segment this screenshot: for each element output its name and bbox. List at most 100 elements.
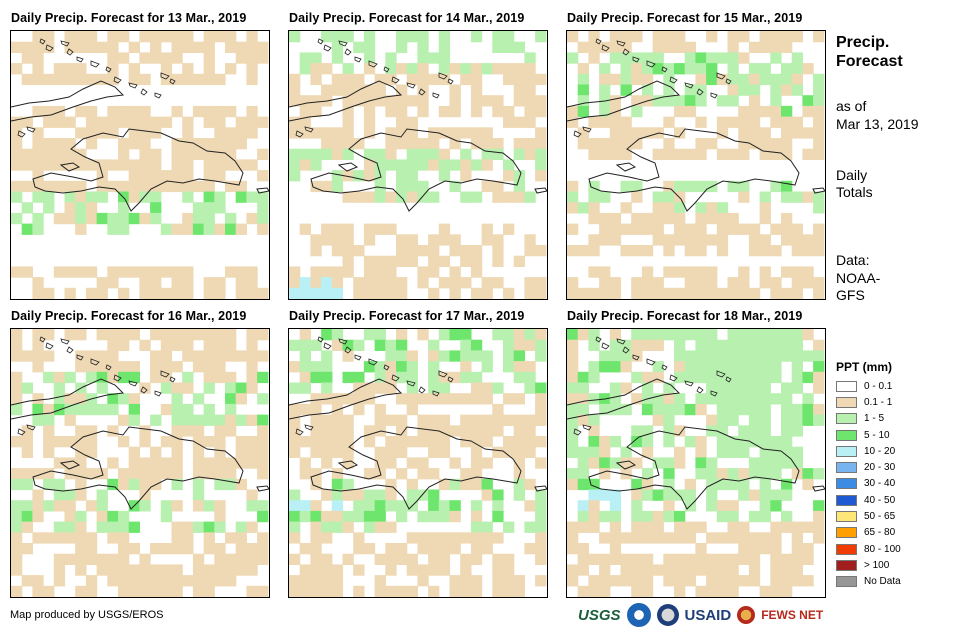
precip-cell bbox=[331, 223, 344, 235]
precip-cell bbox=[96, 191, 108, 203]
precip-cell bbox=[748, 425, 761, 437]
precip-cell bbox=[770, 575, 782, 587]
precip-cell bbox=[620, 41, 632, 53]
precip-cell bbox=[599, 350, 611, 362]
island-outline bbox=[669, 76, 678, 84]
precip-cell bbox=[342, 371, 354, 384]
precip-cell bbox=[567, 575, 579, 587]
precip-cell bbox=[342, 510, 354, 523]
precip-cell bbox=[192, 425, 205, 437]
precip-cell bbox=[107, 180, 119, 193]
precip-cell bbox=[385, 148, 397, 160]
legend-label: 5 - 10 bbox=[864, 429, 890, 441]
precip-cell bbox=[85, 116, 98, 128]
precip-cell bbox=[492, 245, 504, 257]
precip-cell bbox=[631, 329, 643, 341]
precip-cell bbox=[813, 245, 825, 257]
precip-cell bbox=[118, 138, 130, 150]
precip-cell bbox=[695, 585, 707, 597]
precip-cell bbox=[11, 180, 23, 193]
precip-cell bbox=[128, 105, 140, 118]
precip-cell bbox=[609, 500, 622, 512]
precip-cell bbox=[449, 350, 461, 362]
precip-cell bbox=[535, 73, 547, 86]
precip-cell bbox=[759, 245, 771, 257]
precip-cell bbox=[299, 148, 311, 160]
precip-cell bbox=[21, 425, 33, 437]
precip-cell bbox=[449, 371, 461, 384]
precip-cell bbox=[289, 532, 301, 544]
precip-cell bbox=[706, 63, 718, 75]
precip-cell bbox=[85, 191, 98, 203]
precip-cell bbox=[716, 287, 729, 299]
precip-cell bbox=[75, 585, 87, 597]
island-outline bbox=[256, 187, 269, 194]
precip-cell bbox=[214, 329, 226, 341]
precip-cell bbox=[695, 393, 707, 405]
precip-cell bbox=[492, 446, 504, 458]
precip-cell bbox=[781, 425, 793, 437]
precip-cell bbox=[11, 532, 23, 544]
panel-title: Daily Precip. Forecast for 14 Mar., 2019 bbox=[289, 11, 525, 25]
precip-cell bbox=[684, 371, 696, 384]
precip-cell bbox=[257, 585, 269, 597]
island-outline bbox=[295, 428, 304, 436]
precip-cell bbox=[438, 425, 451, 437]
precip-cell bbox=[321, 31, 333, 43]
precip-cell bbox=[246, 191, 258, 203]
precip-cell bbox=[396, 63, 408, 75]
precip-cell bbox=[11, 159, 23, 171]
precip-cell bbox=[107, 105, 119, 118]
precip-cell bbox=[321, 148, 333, 160]
precip-cell bbox=[225, 478, 237, 491]
island-outline bbox=[169, 376, 176, 383]
precip-cell bbox=[781, 403, 793, 416]
precip-cell bbox=[257, 371, 269, 384]
precip-cell bbox=[21, 52, 33, 64]
precip-cell bbox=[813, 510, 825, 523]
precip-cell bbox=[524, 116, 536, 128]
precip-cell bbox=[770, 116, 782, 128]
precip-cell bbox=[299, 287, 311, 299]
precip-cell bbox=[363, 223, 376, 235]
precip-cell bbox=[235, 41, 247, 53]
precip-cell bbox=[21, 436, 33, 448]
precip-cell bbox=[588, 180, 600, 193]
precip-cell bbox=[107, 510, 119, 523]
precip-cell bbox=[695, 468, 707, 480]
precip-cell bbox=[813, 403, 825, 416]
precip-cell bbox=[321, 350, 333, 362]
precip-cell bbox=[716, 510, 729, 523]
precip-cell bbox=[438, 478, 451, 491]
precip-cell bbox=[406, 350, 418, 362]
precip-cell bbox=[770, 553, 782, 565]
precip-cell bbox=[770, 361, 782, 373]
precip-cell bbox=[449, 287, 461, 299]
precip-cell bbox=[43, 148, 55, 160]
precip-cell bbox=[417, 95, 429, 107]
precip-cell bbox=[609, 138, 622, 150]
precip-cell bbox=[813, 148, 825, 160]
precip-cell bbox=[75, 212, 87, 225]
precip-cell bbox=[182, 532, 194, 544]
precip-cell bbox=[460, 148, 472, 160]
precip-cell bbox=[363, 489, 376, 501]
precip-cell bbox=[524, 446, 536, 458]
precip-cell bbox=[107, 339, 119, 351]
island-outline bbox=[601, 44, 610, 52]
precip-cell bbox=[385, 382, 397, 394]
precip-cell bbox=[641, 425, 654, 437]
coastline bbox=[11, 80, 125, 122]
precip-cell bbox=[406, 234, 418, 246]
precip-cell bbox=[139, 425, 151, 437]
precip-cell bbox=[118, 414, 130, 426]
precip-cell bbox=[32, 170, 44, 182]
precip-cell bbox=[75, 425, 87, 437]
precip-cell bbox=[203, 73, 215, 86]
island-outline bbox=[669, 374, 678, 382]
precip-cell bbox=[738, 339, 750, 351]
precip-cell bbox=[460, 425, 472, 437]
precip-cell bbox=[85, 350, 98, 362]
precip-cell bbox=[150, 361, 162, 373]
precip-cell bbox=[620, 361, 632, 373]
